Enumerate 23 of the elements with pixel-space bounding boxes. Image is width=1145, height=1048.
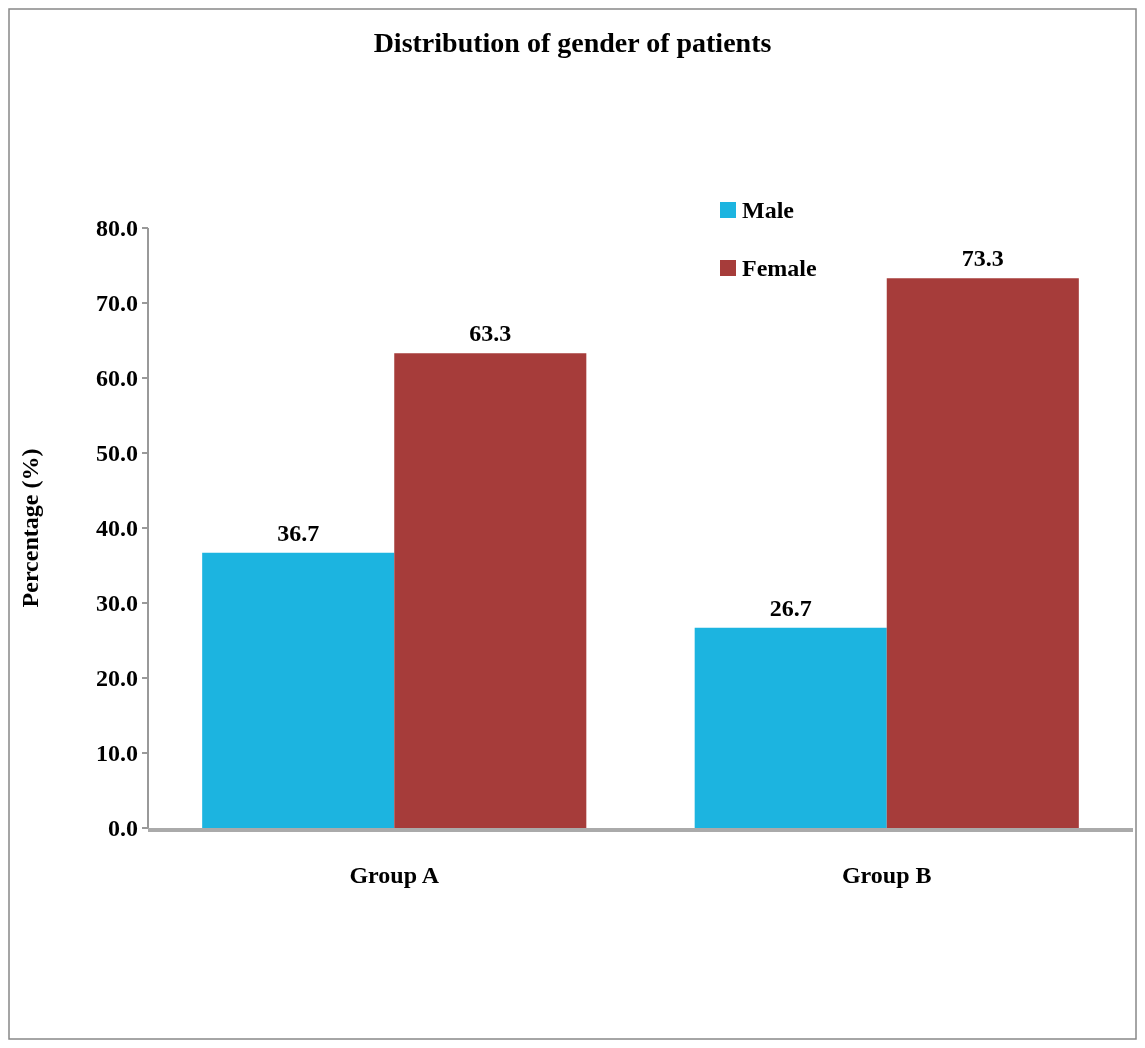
y-tick-label: 0.0: [108, 815, 138, 842]
data-label: 26.7: [769, 594, 812, 621]
y-tick-label: 10.0: [96, 740, 138, 767]
x-tick-label: Group B: [841, 862, 932, 888]
y-tick-label: 60.0: [96, 365, 138, 392]
y-tick-label: 80.0: [96, 215, 138, 242]
y-tick-label: 30.0: [96, 590, 138, 617]
y-tick-label: 70.0: [96, 290, 138, 317]
data-label: 63.3: [469, 320, 512, 347]
y-axis-title: Percentage (%): [17, 448, 43, 608]
bar: [202, 552, 395, 828]
legend-label: Male: [742, 197, 795, 224]
chart-title: Distribution of gender of patients: [373, 27, 772, 58]
bar: [694, 627, 887, 828]
y-tick-label: 40.0: [96, 515, 138, 542]
data-label: 36.7: [277, 519, 320, 546]
y-tick-label: 50.0: [96, 440, 138, 467]
bar: [394, 353, 587, 828]
data-label: 73.3: [961, 245, 1004, 272]
legend-label: Female: [742, 255, 817, 282]
x-tick-label: Group A: [349, 862, 440, 888]
bar: [886, 278, 1079, 828]
y-tick-label: 20.0: [96, 665, 138, 692]
